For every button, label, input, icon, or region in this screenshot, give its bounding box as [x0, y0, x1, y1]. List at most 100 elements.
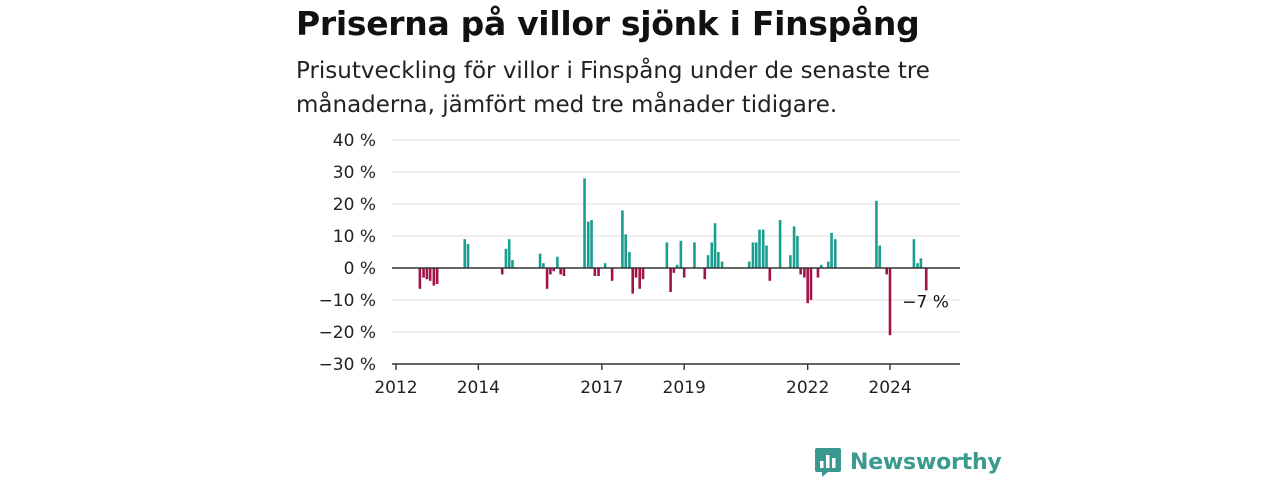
bar-negative: [559, 268, 562, 275]
y-tick-label: 10 %: [333, 227, 376, 247]
brand-name: Newsworthy: [850, 449, 1002, 475]
bar-positive: [713, 223, 717, 268]
bar-positive: [789, 255, 792, 268]
bar-positive: [830, 232, 833, 268]
bar-negative: [545, 268, 549, 289]
chart-title: Priserna på villor sjönk i Finspång: [296, 4, 920, 43]
bar-positive: [754, 242, 758, 268]
bar-negative: [552, 268, 555, 272]
bar-positive: [919, 258, 923, 268]
bar-positive: [675, 264, 679, 268]
bar-negative: [638, 268, 642, 289]
bar-negative: [418, 268, 422, 289]
bar-negative: [549, 268, 552, 275]
x-tick-label: 2022: [786, 378, 829, 398]
last-value-annotation: −7 %: [902, 292, 949, 312]
bar-negative: [422, 268, 425, 278]
bar-positive: [710, 242, 714, 268]
x-tick-label: 2019: [663, 378, 706, 398]
x-tick-label: 2012: [374, 378, 417, 398]
bar-negative: [816, 268, 820, 278]
bar-positive: [679, 240, 683, 268]
bar-positive: [542, 263, 545, 268]
bar-positive: [833, 239, 837, 268]
y-tick-label: 20 %: [333, 195, 376, 215]
chart-subtitle: Prisutveckling för villor i Finspång und…: [296, 58, 930, 118]
bar-negative: [809, 268, 813, 300]
x-tick-label: 2017: [580, 378, 623, 398]
bar-negative: [500, 268, 504, 275]
bar-positive: [819, 264, 823, 268]
bar-positive: [747, 261, 751, 268]
bar-positive: [586, 221, 590, 268]
bar-positive: [628, 252, 631, 268]
axes: [392, 267, 960, 365]
y-tick-label: 0 %: [344, 259, 376, 279]
bar-negative: [425, 268, 429, 280]
newsworthy-logo-icon: [815, 448, 841, 477]
bar-positive: [792, 226, 796, 268]
bar-negative: [703, 268, 707, 280]
bar-negative: [888, 268, 892, 336]
bar-chart: 40 %30 %20 %10 %0 %−10 %−20 %−30 % 2012 2…: [319, 131, 960, 398]
bar-negative: [435, 268, 439, 284]
y-tick-label: −30 %: [319, 355, 376, 375]
x-axis-tick-labels: 2012 2014 2017 2019 2022 2024: [374, 364, 912, 398]
bar-negative: [803, 268, 806, 278]
bar-positive: [538, 253, 542, 268]
bar-negative: [631, 268, 635, 294]
bar-positive: [621, 210, 624, 268]
bar-positive: [693, 242, 696, 268]
x-tick-label: 2024: [868, 378, 911, 398]
bar-negative: [669, 268, 672, 292]
y-tick-label: −10 %: [319, 291, 376, 311]
bar-negative: [432, 268, 436, 286]
bar-positive: [751, 242, 755, 268]
bar-positive: [875, 200, 878, 268]
bar-positive: [590, 220, 593, 268]
bar-positive: [507, 239, 511, 268]
bar-positive: [706, 255, 710, 268]
bar-positive: [796, 236, 799, 268]
bar-positive: [665, 242, 669, 268]
gridlines: [392, 139, 960, 333]
bar-positive: [466, 244, 470, 268]
bar-negative: [806, 268, 809, 304]
bar-positive: [717, 252, 720, 268]
bar-positive: [511, 260, 514, 268]
bar-negative: [682, 268, 686, 278]
bar-negative: [428, 268, 432, 281]
bar-negative: [593, 268, 597, 276]
bar-positive: [916, 263, 919, 268]
bars: [418, 178, 928, 336]
bar-positive: [758, 229, 761, 268]
bar-positive: [912, 239, 916, 268]
bar-positive: [761, 229, 765, 268]
bar-negative: [634, 268, 638, 278]
bar-positive: [624, 234, 628, 268]
bar-positive: [720, 261, 724, 268]
brand-logo: Newsworthy: [814, 446, 1002, 478]
bar-negative: [597, 268, 600, 276]
bar-negative: [610, 268, 614, 281]
bar-negative: [641, 268, 645, 280]
bar-positive: [556, 256, 559, 268]
bar-positive: [504, 248, 508, 268]
y-axis-tick-labels: 40 % 30 % 20 % 10 % 0 % −10 % −20 % −30 %: [319, 131, 376, 375]
y-tick-label: −20 %: [319, 323, 376, 343]
bar-positive: [778, 220, 782, 268]
bar-negative: [672, 268, 676, 273]
bar-negative: [562, 268, 566, 276]
bar-positive: [583, 178, 586, 268]
bar-positive: [603, 263, 607, 268]
y-tick-label: 40 %: [333, 131, 376, 151]
bar-negative: [885, 268, 889, 275]
bar-positive: [878, 245, 882, 268]
bar-positive: [826, 261, 830, 268]
bar-negative: [924, 268, 928, 291]
x-tick-label: 2014: [457, 378, 500, 398]
bar-positive: [765, 245, 768, 268]
bar-negative: [799, 268, 802, 275]
bar-negative: [768, 268, 772, 281]
y-tick-label: 30 %: [333, 163, 376, 183]
